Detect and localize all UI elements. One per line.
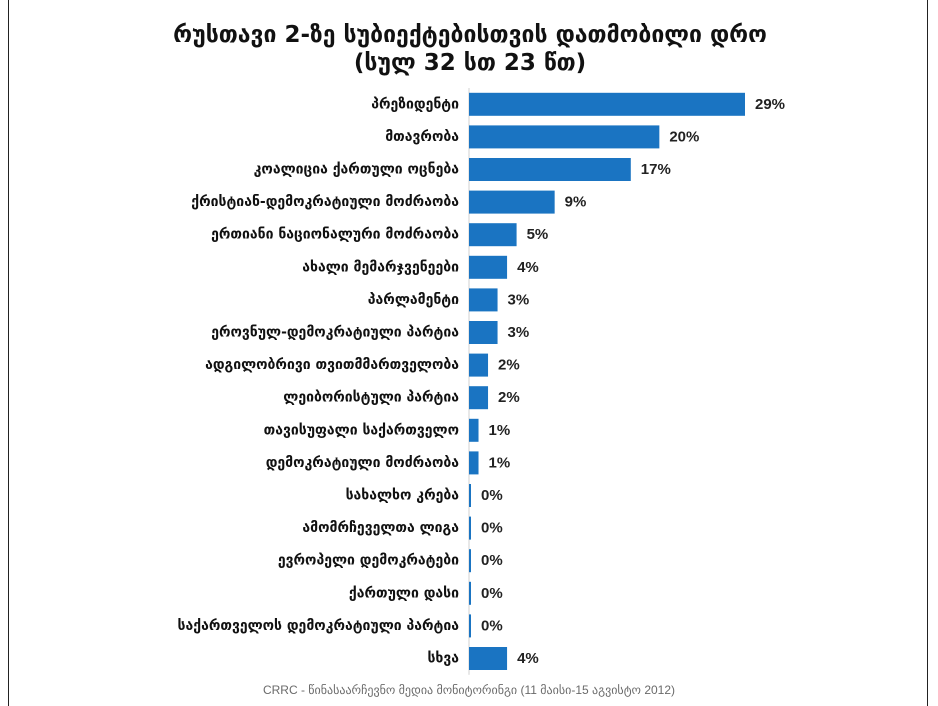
bar [469, 223, 517, 247]
category-label: ახალი მემარჯვენეები [302, 259, 459, 275]
bar [469, 190, 555, 214]
category-label: ადგილობრივი თვითმმართველობა [205, 357, 459, 373]
value-label: 0% [481, 552, 503, 569]
category-label: თავისუფალი საქართველო [264, 422, 459, 438]
bar [469, 484, 471, 507]
value-label: 4% [517, 650, 539, 667]
category-label: ევროპელი დემოკრატები [278, 553, 459, 569]
bar [469, 255, 508, 279]
category-label: ამომრჩეველთა ლიგა [302, 520, 459, 536]
bar [469, 125, 660, 149]
value-label: 3% [508, 291, 530, 308]
category-label: კოალიცია ქართული ოცნება [254, 162, 460, 178]
bar [469, 614, 471, 638]
value-label: 0% [481, 487, 503, 504]
value-label: 0% [481, 520, 503, 537]
value-label: 5% [527, 226, 549, 243]
value-label: 1% [489, 422, 511, 439]
category-label: პრეზიდენტი [371, 96, 459, 112]
category-label: ქრისტიან-დემოკრატიული მოძრაობა [191, 194, 459, 210]
category-label: სახალხო კრება [346, 488, 460, 504]
bar [469, 92, 745, 116]
bar [469, 321, 498, 344]
bar [469, 647, 508, 670]
category-label: საქართველოს დემოკრატიული პარტია [178, 618, 460, 634]
category-label: ერთიანი ნაციონალური მოძრაობა [211, 227, 459, 243]
bar [469, 581, 471, 605]
bar [469, 288, 498, 312]
bar [469, 158, 631, 181]
chart-title: რუსთავი 2-ზე სუბიექტებისთვის დათმობილი დ… [173, 22, 767, 48]
category-label: დემოკრატიული მოძრაობა [266, 455, 460, 471]
category-label: სხვა [427, 651, 459, 667]
bar [469, 549, 471, 573]
left-frame-line [8, 0, 9, 706]
bar [469, 418, 479, 442]
bar [469, 516, 471, 540]
value-label: 20% [669, 128, 699, 145]
category-label: მთავრობა [385, 129, 459, 145]
value-label: 1% [489, 454, 511, 471]
category-label: ქართული დასი [349, 585, 459, 601]
value-label: 17% [641, 161, 671, 178]
category-label: პარლამენტი [368, 292, 459, 308]
category-label: ეროვნულ-დემოკრატიული პარტია [211, 325, 459, 341]
value-label: 3% [508, 324, 530, 341]
bar [469, 386, 489, 410]
value-label: 29% [755, 96, 785, 113]
source-caption: CRRC - წინასაარჩევნო მედია მონიტორინგი (… [262, 683, 676, 697]
value-label: 0% [481, 617, 503, 634]
value-label: 2% [498, 389, 520, 406]
bar [469, 451, 479, 475]
value-label: 2% [498, 357, 520, 374]
right-frame-line [927, 0, 928, 706]
value-label: 4% [517, 259, 539, 276]
category-label: ლეიბორისტული პარტია [283, 390, 459, 406]
value-label: 0% [481, 585, 503, 602]
chart-subtitle: (სულ 32 სთ 23 წთ) [353, 50, 587, 76]
value-label: 9% [565, 194, 587, 211]
bar [469, 353, 489, 377]
bar-chart: პრეზიდენტი 29% მთავრობა 20% კოალიცია ქართული… [178, 88, 785, 675]
